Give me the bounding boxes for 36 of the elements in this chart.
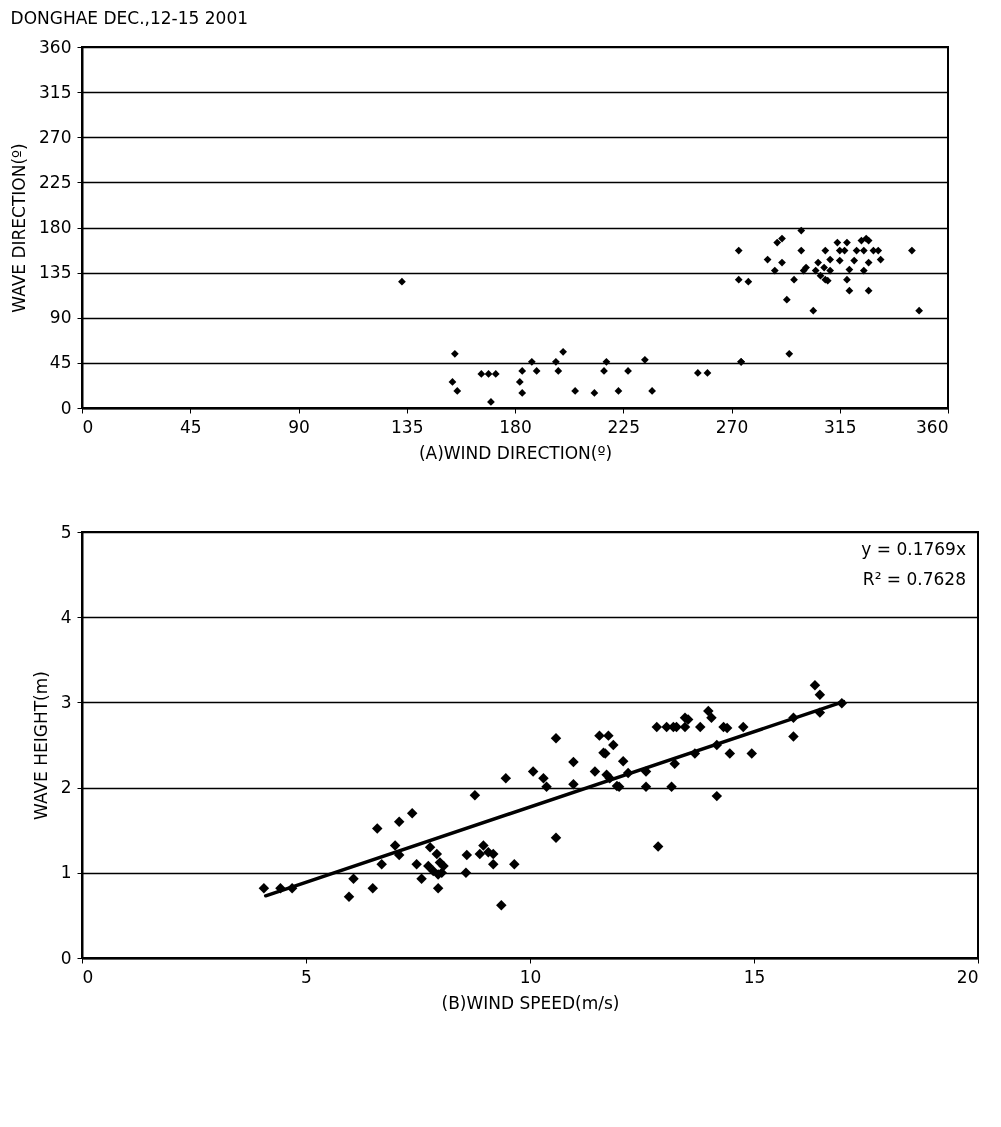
y-tick-label: 270: [39, 126, 72, 147]
x-tick-label: 315: [824, 416, 857, 437]
x-tick-label: 5: [301, 966, 312, 987]
x-tick-label: 270: [715, 416, 749, 437]
x-tick-label: 20: [956, 966, 979, 987]
y-tick-label: 45: [49, 352, 72, 373]
y-tick-label: 1: [60, 862, 72, 883]
y-axis-title: WAVE DIRECTION(º): [9, 143, 30, 313]
x-tick-label: 0: [82, 966, 94, 987]
y-tick-label: 360: [39, 36, 72, 57]
x-tick-label: 360: [916, 416, 949, 437]
x-tick-label: 45: [179, 416, 202, 437]
annotation: y = 0.1769x: [861, 539, 966, 559]
x-tick-label: 90: [288, 416, 310, 437]
y-tick-label: 225: [39, 171, 72, 192]
y-tick-label: 315: [39, 81, 72, 102]
y-tick-label: 3: [60, 691, 72, 712]
y-tick-label: 90: [49, 307, 72, 328]
x-tick-label: 10: [519, 966, 542, 987]
x-tick-label: 180: [499, 416, 532, 437]
x-tick-label: 0: [82, 416, 94, 437]
y-tick-label: 180: [39, 217, 72, 237]
y-tick-label: 5: [60, 521, 72, 542]
y-tick-label: 0: [60, 397, 72, 418]
y-tick-label: 0: [60, 947, 72, 968]
y-axis-title: WAVE HEIGHT(m): [30, 671, 51, 820]
x-axis-title: (B)WIND SPEED(m/s): [441, 992, 620, 1013]
y-tick-label: 135: [39, 262, 72, 283]
annotation: R² = 0.7628: [862, 569, 966, 589]
y-tick-label: 4: [60, 606, 72, 627]
y-tick-label: 2: [60, 777, 72, 798]
chart-title: DONGHAE DEC.,12-15 2001: [10, 8, 249, 28]
x-tick-label: 225: [607, 416, 640, 437]
x-tick-label: 15: [743, 966, 766, 987]
x-axis-title: (A)WIND DIRECTION(º): [418, 442, 613, 463]
x-tick-label: 135: [391, 416, 424, 437]
